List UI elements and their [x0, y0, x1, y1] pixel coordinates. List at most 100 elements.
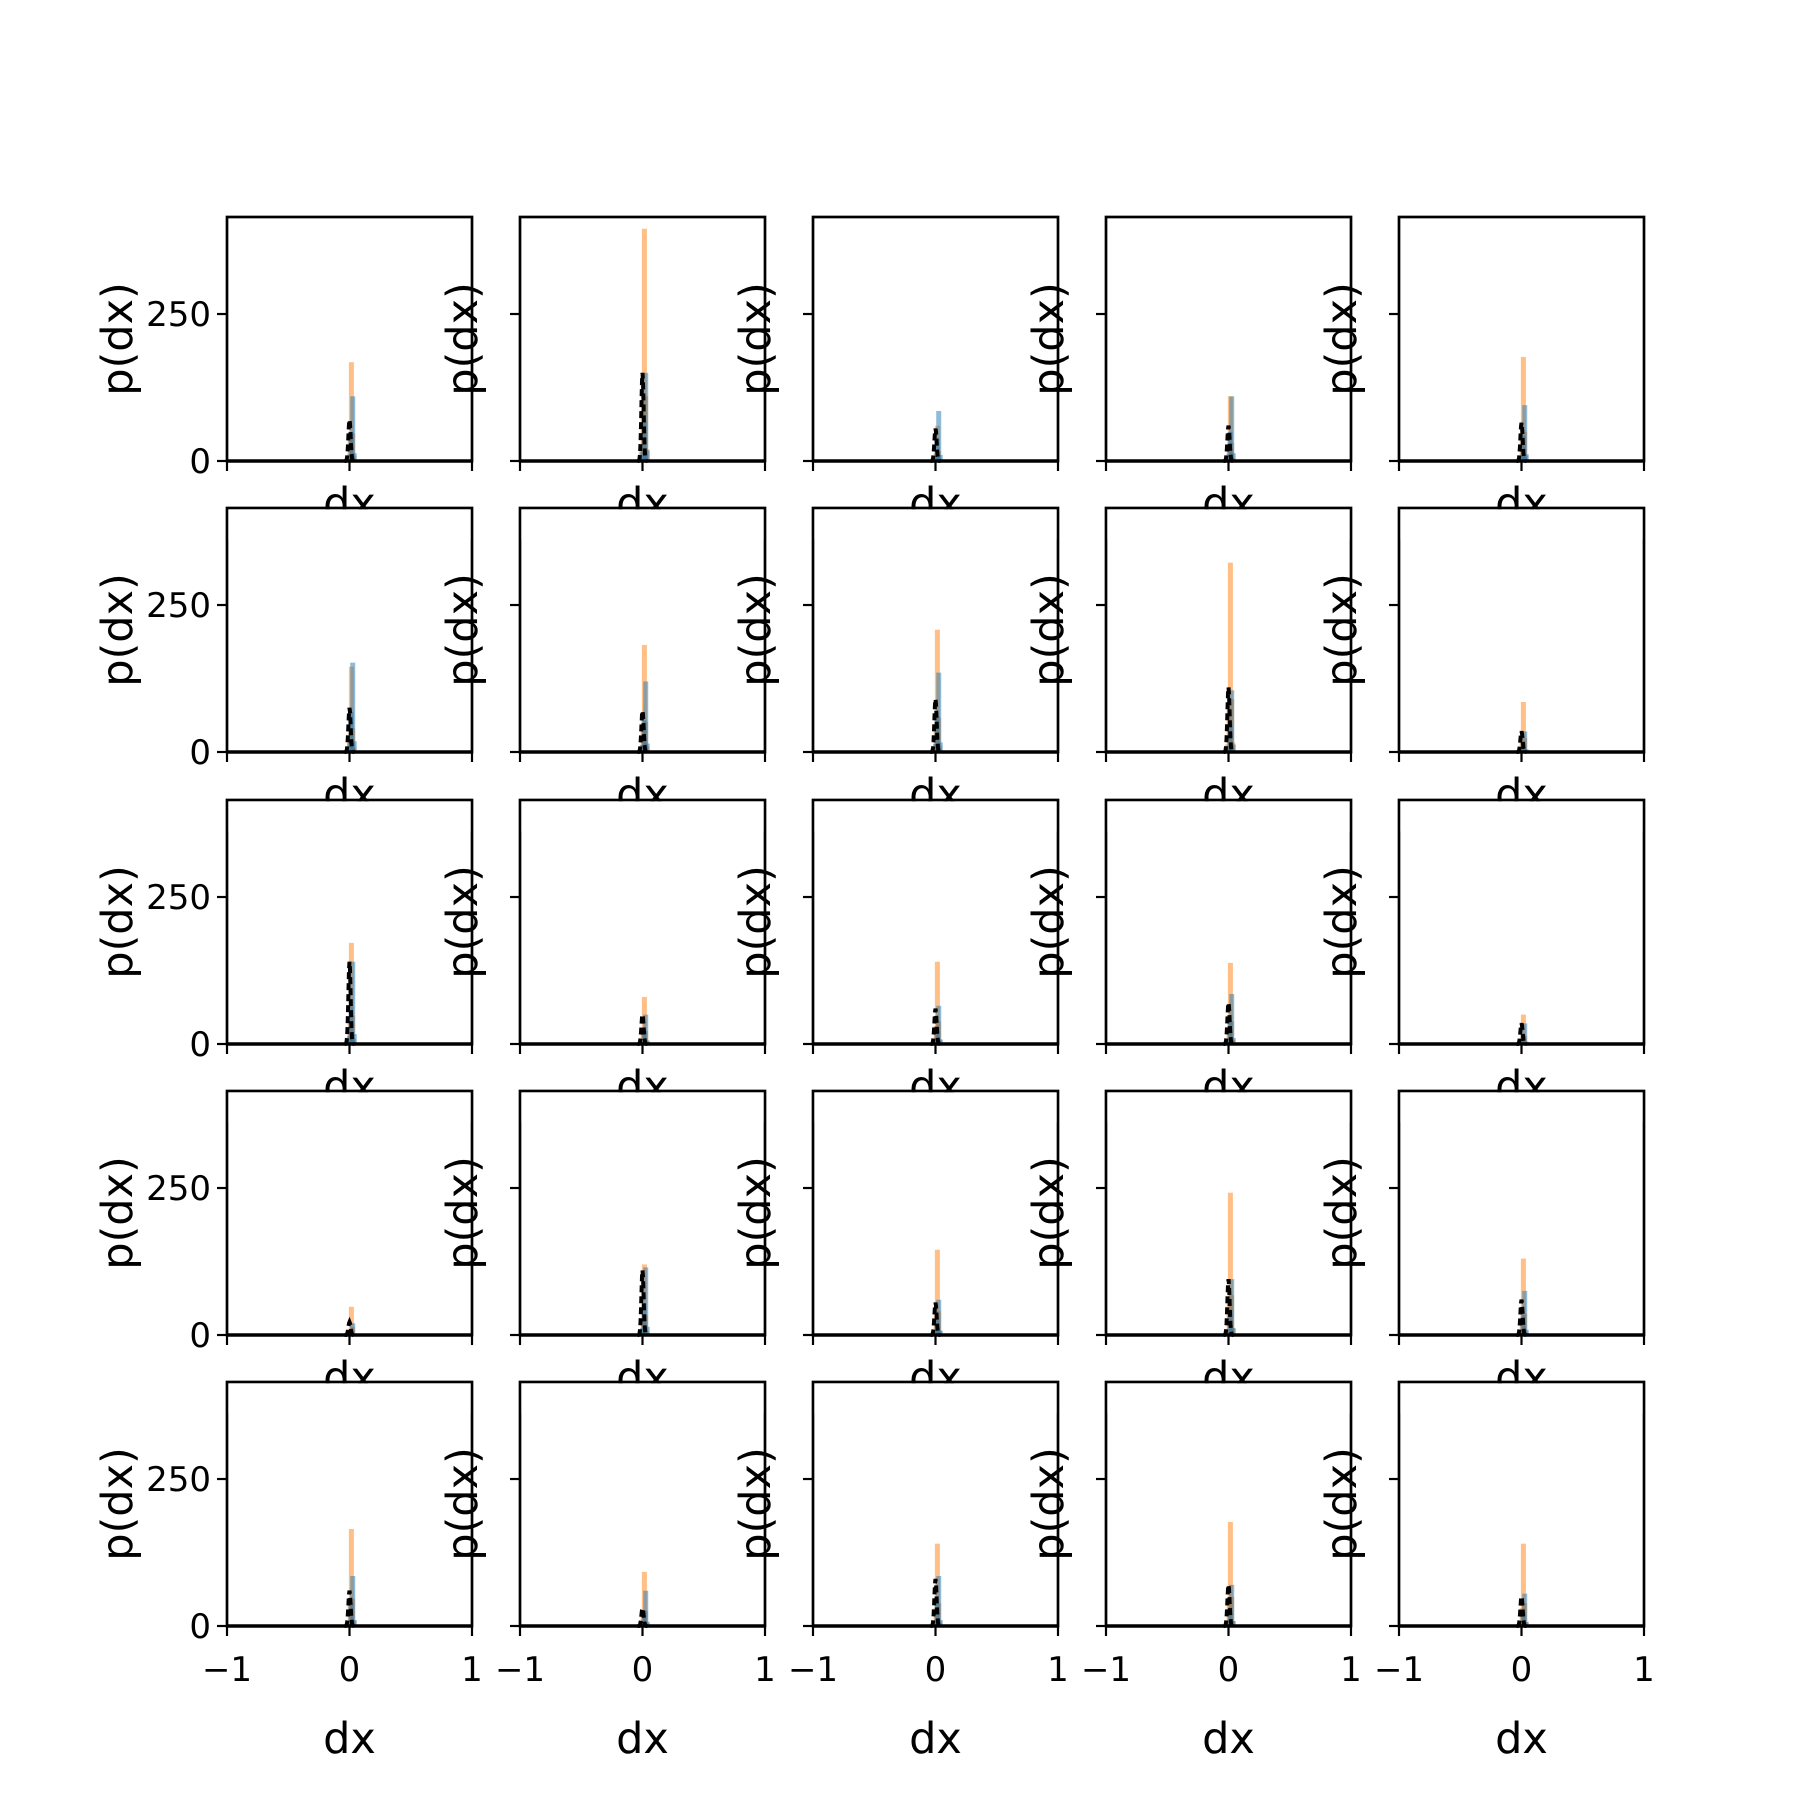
y-axis-label: p(dx) [1024, 282, 1074, 396]
label-clip-mask [814, 509, 1057, 540]
histogram-bar-a [937, 455, 943, 461]
x-tick-label: −1 [1374, 1650, 1424, 1690]
label-clip-mask [228, 801, 471, 832]
y-axis-label: p(dx) [1317, 865, 1367, 979]
y-tick-label: 250 [146, 1169, 211, 1209]
histogram-bar-a [644, 1621, 650, 1626]
y-tick-label: 250 [146, 878, 211, 918]
x-tick-label: −1 [202, 1650, 252, 1690]
y-axis-label: p(dx) [93, 1156, 143, 1270]
histogram-bar-a [936, 1299, 942, 1335]
y-axis-label: p(dx) [438, 573, 488, 687]
y-axis-label: p(dx) [731, 865, 781, 979]
y-tick-label: 0 [189, 442, 211, 482]
histogram-bar-a [1522, 1023, 1528, 1044]
histogram-bar-a [351, 1034, 357, 1044]
y-axis-label: p(dx) [731, 1447, 781, 1561]
histogram-bar-b [1227, 562, 1233, 752]
histogram-bar-a [1230, 1038, 1236, 1044]
label-clip-mask [1400, 801, 1643, 832]
y-axis-label: p(dx) [1024, 1156, 1074, 1270]
label-clip-mask [521, 801, 764, 832]
label-clip-mask [1400, 1383, 1643, 1414]
histogram-bar-a [1523, 1329, 1529, 1335]
histogram-bar-a [1522, 1290, 1528, 1335]
histogram-bar-a [350, 662, 356, 752]
label-clip-mask [521, 509, 764, 540]
histogram-bar-b [1520, 1543, 1526, 1626]
histogram-bar-a [937, 742, 943, 752]
y-tick-label: 0 [189, 1607, 211, 1647]
x-tick-label: 0 [1511, 1650, 1533, 1690]
histogram-bar-b [641, 228, 647, 461]
x-tick-label: 1 [461, 1650, 483, 1690]
y-tick-label: 250 [146, 1460, 211, 1500]
x-axis-label: dx [323, 1714, 376, 1764]
histogram-bar-a [936, 411, 942, 461]
label-clip-mask [1107, 1383, 1350, 1414]
x-tick-label: 0 [925, 1650, 947, 1690]
label-clip-mask [814, 1092, 1057, 1123]
label-clip-mask [1107, 509, 1350, 540]
x-axis-label: dx [1495, 1714, 1548, 1764]
histogram-bar-a [1230, 453, 1236, 461]
y-axis-label: p(dx) [1317, 282, 1367, 396]
y-axis-label: p(dx) [438, 282, 488, 396]
y-axis-label: p(dx) [731, 282, 781, 396]
y-axis-label: p(dx) [438, 1447, 488, 1561]
label-clip-mask [228, 509, 471, 540]
histogram-bar-a [644, 1326, 650, 1335]
label-clip-mask [814, 801, 1057, 832]
histogram-bar-a [644, 450, 650, 461]
y-axis-label: p(dx) [731, 1156, 781, 1270]
label-clip-mask [521, 1383, 764, 1414]
histogram-bar-a [351, 1620, 357, 1626]
histogram-bar-a [1522, 731, 1528, 752]
x-tick-label: −1 [1081, 1650, 1131, 1690]
y-axis-label: p(dx) [438, 865, 488, 979]
x-tick-label: 0 [1218, 1650, 1240, 1690]
x-tick-label: 1 [1633, 1650, 1655, 1690]
histogram-bar-b [934, 1249, 940, 1335]
histogram-bar-a [1229, 396, 1235, 461]
y-tick-label: 0 [189, 733, 211, 773]
x-tick-label: 0 [339, 1650, 361, 1690]
histogram-bar-a [643, 1590, 649, 1626]
axes-frame [225, 1089, 474, 1337]
histogram-bar-a [937, 1620, 943, 1626]
histogram-bar-a [643, 1267, 649, 1335]
y-axis-label: p(dx) [1317, 1447, 1367, 1561]
label-clip-mask [521, 1092, 764, 1123]
x-tick-label: −1 [788, 1650, 838, 1690]
x-axis-label: dx [1202, 1714, 1255, 1764]
y-tick-label: 0 [189, 1025, 211, 1065]
histogram-bar-b [1227, 1521, 1233, 1626]
histogram-bar-b [348, 1306, 354, 1335]
histogram-bar-a [350, 396, 356, 461]
histogram-bar-a [1229, 1279, 1235, 1335]
y-axis-label: p(dx) [731, 573, 781, 687]
y-axis-label: p(dx) [438, 1156, 488, 1270]
histogram-bar-a [351, 741, 357, 752]
y-tick-label: 0 [189, 1316, 211, 1356]
y-tick-label: 250 [146, 295, 211, 335]
histogram-bar-a [936, 1005, 942, 1044]
histogram-bar-a [644, 743, 650, 752]
histogram-bar-a [1522, 1593, 1528, 1626]
histogram-bar-a [351, 453, 357, 461]
x-axis-label: dx [909, 1714, 962, 1764]
histogram-bar-b [1520, 702, 1526, 752]
x-axis-label: dx [616, 1714, 669, 1764]
axes-frame [1397, 798, 1646, 1046]
y-tick-label: 250 [146, 586, 211, 626]
y-axis-label: p(dx) [1024, 573, 1074, 687]
axes-frame [811, 215, 1060, 463]
y-axis-label: p(dx) [93, 573, 143, 687]
histogram-bar-b [934, 961, 940, 1044]
y-axis-label: p(dx) [93, 282, 143, 396]
x-tick-label: 1 [1340, 1650, 1362, 1690]
histogram-bar-a [937, 1330, 943, 1335]
histogram-bar-a [1523, 454, 1529, 461]
y-axis-label: p(dx) [1024, 865, 1074, 979]
